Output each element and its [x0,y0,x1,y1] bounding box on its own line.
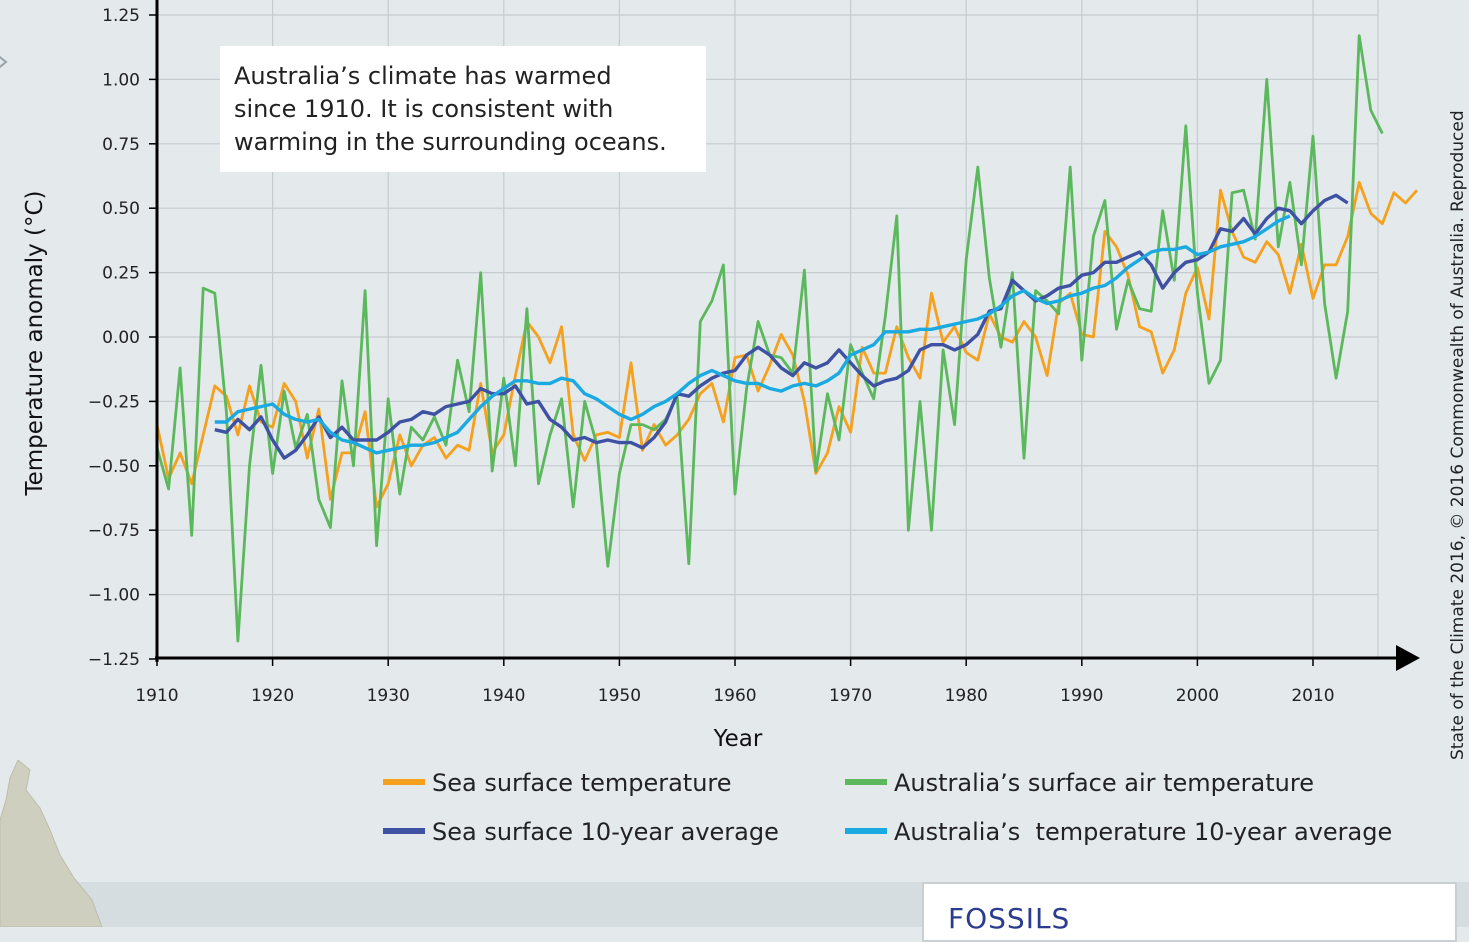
y-tick-label: −0.75 [88,521,140,541]
annotation-line: Australia’s climate has warmed [234,62,612,90]
legend-label-sea-surface: Sea surface temperature [432,769,732,797]
x-tick-label: 1940 [482,686,525,706]
y-tick-label: 1.25 [102,6,140,26]
y-tick-label: −0.50 [88,457,140,477]
y-tick-label: 0.00 [102,328,140,348]
annotation-box: Australia’s climate has warmed since 191… [220,46,706,172]
series-line-sea-surface-temperature [155,180,1419,509]
fossils-panel: FOSSILS [922,882,1457,942]
x-tick-label: 1910 [135,686,178,706]
x-tick-label: 1960 [713,686,756,706]
x-tick-label: 1950 [598,686,641,706]
annotation-line: since 1910. It is consistent with [234,95,614,123]
legend-label-temperature-average: Australia’s temperature 10-year average [894,818,1392,846]
x-tick-label: 2000 [1176,686,1219,706]
series-layer [155,34,1419,643]
y-tick-label: 1.00 [102,70,140,90]
y-tick-label: 0.25 [102,264,140,284]
chevron-right-icon [0,55,8,69]
x-tick-label: 1920 [251,686,294,706]
series-line-temperature-10yr-average [214,214,1291,455]
x-tick-label: 1980 [945,686,988,706]
x-axis-arrowhead [1396,645,1420,671]
x-tick-label: 1930 [367,686,410,706]
y-tick-label: 0.75 [102,135,140,155]
y-tick-labels: −1.25 −1.00 −0.75 −0.50 −0.25 0.00 0.25 0.50 0.7… [88,6,140,670]
x-tick-label: 2010 [1291,686,1334,706]
y-tick-label: −1.00 [88,586,140,606]
axis-layer [149,0,1420,671]
y-axis-title: Temperature anomaly (°C) [22,190,48,496]
y-tick-label: −1.25 [88,650,140,670]
x-axis-title: Year [713,726,763,752]
x-tick-labels: 1910 1920 1930 1940 1950 1960 1970 1980 1990 2000… [135,686,1334,706]
x-tick-label: 1990 [1060,686,1103,706]
y-tick-label: −0.25 [88,392,140,412]
copyright-credit: State of the Climate 2016, © 2016 Common… [1448,110,1468,760]
legend: Sea surface temperature Australia’s surf… [383,769,1392,846]
x-tick-label: 1970 [829,686,872,706]
australia-map-decoration [0,760,103,927]
fossils-heading: FOSSILS [948,902,1071,935]
y-tick-label: 0.50 [102,199,140,219]
legend-label-air-temperature: Australia’s surface air temperature [894,769,1314,797]
legend-label-sea-surface-average: Sea surface 10-year average [432,818,779,846]
annotation-line: warming in the surrounding oceans. [234,128,667,156]
series-line-sea-surface-10yr-average [214,193,1349,460]
